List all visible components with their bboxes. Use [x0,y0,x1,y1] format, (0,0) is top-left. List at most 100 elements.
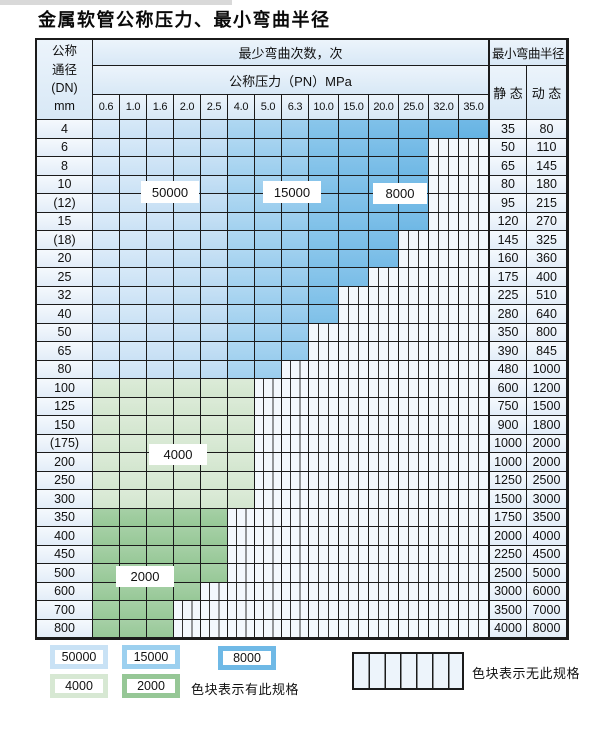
static-radius-value: 3500 [489,601,527,620]
spec-cell [120,416,147,435]
no-spec-cell [228,508,255,527]
spec-cell [93,471,120,490]
no-spec-cell [429,564,459,583]
dynamic-radius-value: 2000 [527,453,567,472]
spec-cell [147,360,174,379]
no-spec-cell [282,527,309,546]
spec-cell [201,471,228,490]
no-spec-cell [459,619,489,638]
no-spec-cell [255,434,282,453]
spec-cell [309,286,339,305]
spec-cell [93,360,120,379]
spec-cell [282,342,309,361]
spec-cell [228,212,255,231]
spec-cell [201,231,228,250]
static-radius-value: 390 [489,342,527,361]
spec-cell [120,527,147,546]
spec-cell [255,212,282,231]
static-radius-value: 480 [489,360,527,379]
no-spec-cell [255,601,282,620]
static-radius-value: 50 [489,138,527,157]
no-spec-cell [429,323,459,342]
no-spec-cell [369,379,399,398]
spec-cell [120,471,147,490]
no-spec-cell [369,416,399,435]
dynamic-radius-value: 80 [527,120,567,139]
spec-cell [399,120,429,139]
spec-cell [339,175,369,194]
spec-cell [174,545,201,564]
dn-cell: 32 [37,286,93,305]
no-spec-cell [255,564,282,583]
spec-cell [399,138,429,157]
spec-cell [201,138,228,157]
spec-cell [93,138,120,157]
spec-cell [174,527,201,546]
dynamic-column-header: 动 态 [527,66,567,120]
spec-cell [201,323,228,342]
no-spec-cell [369,305,399,324]
no-spec-cell [309,434,339,453]
spec-cell [93,397,120,416]
spec-cell [228,434,255,453]
dn-column-header: 公称 通径 (DN) mm [37,40,93,120]
no-spec-cell [459,545,489,564]
dynamic-radius-value: 1200 [527,379,567,398]
pressure-bend-table: 公称 通径 (DN) mm 最少弯曲次数，次 最小弯曲半径 公称压力（PN）MPa 静 态动 … [35,38,569,640]
cycle-count-label-15000: 15000 [263,181,321,203]
no-spec-cell [282,582,309,601]
spec-cell [93,490,120,509]
no-spec-cell [309,582,339,601]
no-spec-cell [282,601,309,620]
spec-cell [339,249,369,268]
no-spec-cell [339,564,369,583]
no-spec-cell [339,397,369,416]
spec-cell [174,249,201,268]
legend-box-50000: 50000 [50,645,108,669]
spec-cell [93,508,120,527]
dn-cell: 80 [37,360,93,379]
dynamic-radius-value: 4500 [527,545,567,564]
no-spec-cell [369,564,399,583]
spec-cell [120,360,147,379]
static-radius-value: 80 [489,175,527,194]
spec-cell [174,212,201,231]
spec-cell [282,120,309,139]
no-spec-cell [399,416,429,435]
spec-cell [228,471,255,490]
spec-cell [174,120,201,139]
spec-cell [147,249,174,268]
spec-cell [228,416,255,435]
static-radius-value: 350 [489,323,527,342]
no-spec-cell [255,545,282,564]
no-spec-cell [429,286,459,305]
no-spec-cell [339,619,369,638]
no-spec-cell [459,508,489,527]
spec-cell [147,527,174,546]
dynamic-radius-value: 400 [527,268,567,287]
spec-cell [228,194,255,213]
no-spec-cell [282,416,309,435]
no-spec-cell [399,601,429,620]
spec-cell [201,564,228,583]
spec-cell [174,138,201,157]
pressure-tick: 6.3 [282,95,309,120]
no-spec-cell [399,323,429,342]
no-spec-cell [339,508,369,527]
no-spec-cell [399,527,429,546]
dn-cell: 150 [37,416,93,435]
dynamic-radius-value: 6000 [527,582,567,601]
no-spec-cell [429,157,459,176]
dn-cell: 8 [37,157,93,176]
dynamic-radius-value: 8000 [527,619,567,638]
spec-cell [147,120,174,139]
no-spec-cell [228,564,255,583]
dynamic-radius-value: 325 [527,231,567,250]
no-spec-cell [429,601,459,620]
no-spec-cell [174,619,201,638]
static-radius-value: 225 [489,286,527,305]
cycle-count-label-4000: 4000 [149,444,207,465]
no-spec-cell [429,453,459,472]
spec-cell [201,305,228,324]
spec-cell [201,453,228,472]
